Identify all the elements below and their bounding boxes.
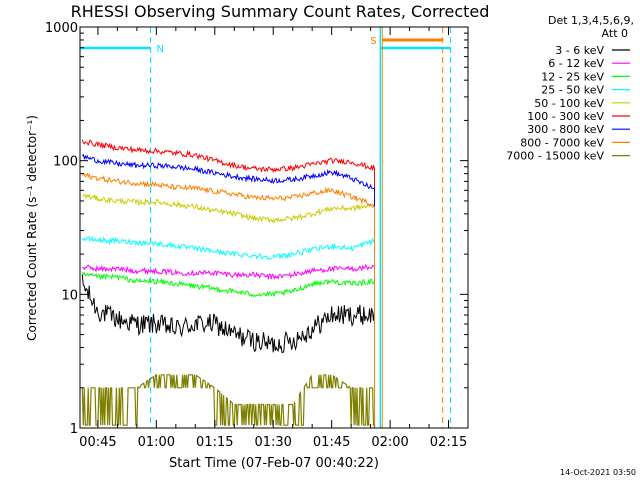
y-axis: 1 10 100 1000 [45, 21, 468, 437]
night-label: N [157, 44, 164, 55]
x-tick-label: 00:45 [79, 435, 116, 450]
plot-frame [79, 26, 469, 429]
chart-title: RHESSI Observing Summary Count Rates, Co… [71, 2, 490, 21]
legend-label: 12 - 25 keV [541, 70, 604, 83]
x-tick-label: 01:45 [313, 435, 350, 450]
x-tick-label: 02:15 [430, 435, 467, 450]
interval-overlays: NS [80, 27, 451, 428]
series-line-9 [81, 373, 376, 428]
legend-label: 800 - 7000 keV [520, 136, 604, 149]
legend-label: 25 - 50 keV [541, 84, 604, 97]
series-line-2 [82, 263, 375, 428]
y-tick-label: 100 [53, 155, 78, 170]
y-axis-label: Corrected Count Rate (s⁻¹ detector⁻¹) [25, 115, 39, 341]
series-line-7 [81, 153, 375, 428]
x-tick-label: 01:00 [138, 435, 175, 450]
legend-label: 300 - 800 keV [527, 123, 604, 136]
legend-label: 50 - 100 keV [534, 97, 604, 110]
y-tick-label: 1 [70, 422, 78, 437]
x-axis: 00:45 01:00 01:15 01:30 01:45 02:00 02:15 [79, 27, 469, 450]
series-line-1 [81, 274, 375, 428]
legend-header-line-1: Det 1,3,4,5,6,9, [548, 14, 634, 27]
legend-header-line-2: Att 0 [602, 27, 628, 40]
legend-label: 100 - 300 keV [527, 110, 604, 123]
y-tick-label: 10 [61, 288, 78, 303]
saa-label: S [370, 36, 376, 47]
series-line-4 [81, 235, 375, 428]
legend-label: 6 - 12 keV [548, 57, 604, 70]
series-line-3 [81, 271, 375, 428]
x-axis-label: Start Time (07-Feb-07 00:40:22) [169, 456, 379, 471]
series-line-8 [82, 172, 375, 428]
series-line-5 [82, 193, 375, 428]
x-tick-label: 01:30 [254, 435, 291, 450]
x-tick-label: 02:00 [371, 435, 408, 450]
series-line-6 [81, 139, 375, 428]
timestamp: 14-Oct-2021 03:50 [560, 468, 636, 477]
legend-label: 3 - 6 keV [555, 44, 604, 57]
legend-label: 7000 - 15000 keV [506, 150, 604, 163]
y-tick-label: 1000 [45, 21, 78, 36]
x-tick-label: 01:15 [196, 435, 233, 450]
series-lines [81, 139, 376, 428]
